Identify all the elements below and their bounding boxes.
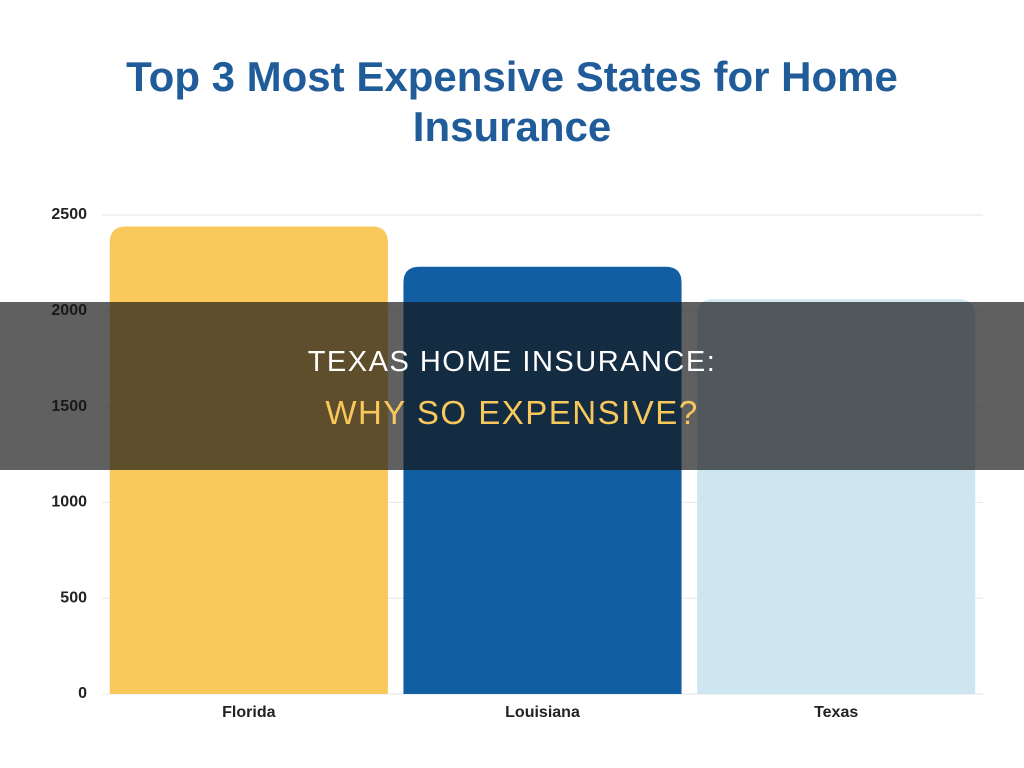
x-tick-label: Texas: [814, 704, 858, 721]
x-tick-label: Florida: [222, 704, 275, 721]
y-tick-label: 500: [60, 589, 87, 606]
overlay-band: [0, 302, 1024, 470]
x-tick-label: Louisiana: [505, 704, 580, 721]
y-tick-label: 2500: [51, 206, 87, 223]
y-tick-label: 1000: [51, 494, 87, 511]
overlay-heading: TEXAS HOME INSURANCE:: [307, 346, 717, 378]
chart-title: Top 3 Most Expensive States for Home Ins…: [126, 53, 898, 150]
overlay-subheading: WHY SO EXPENSIVE?: [325, 394, 699, 431]
y-tick-label: 0: [78, 685, 87, 702]
